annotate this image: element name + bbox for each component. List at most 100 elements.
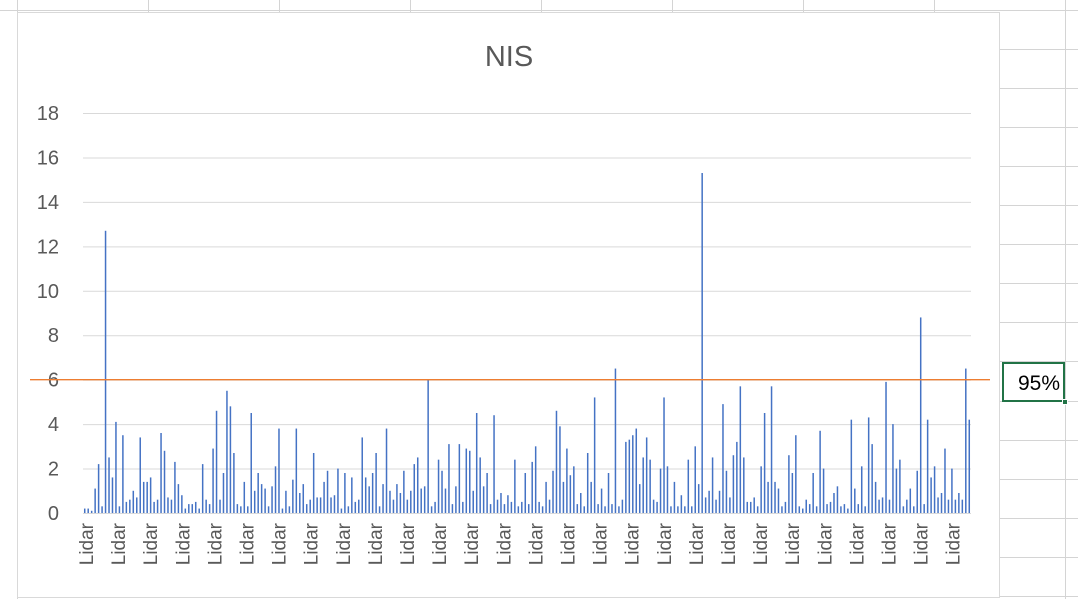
bar xyxy=(500,493,502,513)
x-tick-label: Lidar xyxy=(944,522,965,565)
bar xyxy=(944,448,946,513)
bar xyxy=(104,230,107,513)
bar xyxy=(732,455,735,513)
x-tick-label: Lidar xyxy=(526,522,547,565)
bar xyxy=(451,504,454,513)
bar xyxy=(652,499,655,513)
bar xyxy=(403,470,405,513)
bar xyxy=(489,504,492,513)
x-tick-label: Lidar xyxy=(270,522,291,565)
bar xyxy=(822,468,825,513)
bar xyxy=(753,497,755,513)
bar xyxy=(802,508,804,513)
bar xyxy=(274,466,277,513)
bar xyxy=(493,415,495,513)
bar xyxy=(826,504,828,513)
bar xyxy=(763,413,766,513)
bar xyxy=(951,468,953,513)
bar xyxy=(642,457,644,513)
bar xyxy=(434,501,436,513)
x-tick-label: Lidar xyxy=(494,522,515,565)
bar xyxy=(736,441,738,513)
bar xyxy=(437,459,440,513)
x-tick-label: Lidar xyxy=(687,522,708,565)
bar xyxy=(319,497,322,513)
bar xyxy=(760,466,762,513)
bar xyxy=(916,470,918,513)
bar xyxy=(347,506,350,513)
bar xyxy=(316,497,318,513)
bar xyxy=(968,419,971,513)
x-tick-label: Lidar xyxy=(109,522,130,565)
bar xyxy=(486,473,488,513)
y-tick-label: 18 xyxy=(37,103,59,125)
bar xyxy=(892,424,894,513)
bar xyxy=(125,501,128,513)
bar xyxy=(569,475,572,513)
bar xyxy=(940,493,943,513)
y-tick-label: 4 xyxy=(48,414,59,436)
bar xyxy=(465,448,468,513)
bar xyxy=(208,504,211,513)
bar xyxy=(101,506,103,513)
bar xyxy=(656,501,658,513)
bar xyxy=(118,506,121,513)
x-tick-label: Lidar xyxy=(238,522,259,565)
bar xyxy=(129,499,131,513)
bar xyxy=(885,381,887,513)
chart-title: NIS xyxy=(485,41,533,73)
bar xyxy=(718,490,721,513)
bar xyxy=(441,470,443,513)
bar xyxy=(517,506,520,513)
bar xyxy=(136,497,138,513)
x-tick-label: Lidar xyxy=(173,522,194,565)
bar xyxy=(638,484,641,513)
bar xyxy=(694,446,696,513)
bar xyxy=(583,506,585,513)
bar xyxy=(649,459,651,513)
bar xyxy=(191,504,194,513)
bar xyxy=(475,413,478,513)
bar xyxy=(115,421,117,513)
selected-cell[interactable]: 95% xyxy=(1002,362,1065,402)
bar xyxy=(902,506,905,513)
bar xyxy=(111,477,114,513)
bar xyxy=(919,317,922,513)
bar xyxy=(860,466,863,513)
bar xyxy=(215,410,218,513)
bar xyxy=(711,457,714,513)
bar xyxy=(531,461,533,513)
bar xyxy=(444,488,447,513)
bar xyxy=(562,481,565,513)
bar xyxy=(226,390,228,513)
bar xyxy=(628,439,631,513)
bar xyxy=(503,504,506,513)
bars xyxy=(83,173,971,514)
x-tick-label: Lidar xyxy=(559,522,580,565)
bar xyxy=(455,486,457,513)
bar xyxy=(937,497,939,513)
bar xyxy=(260,484,263,513)
x-tick-label: Lidar xyxy=(430,522,451,565)
bar xyxy=(281,508,284,513)
bar xyxy=(375,453,377,513)
bar xyxy=(857,504,860,513)
bar xyxy=(108,457,110,513)
bar xyxy=(243,481,246,513)
x-tick-label: Lidar xyxy=(462,522,483,565)
fill-handle[interactable] xyxy=(1062,399,1068,405)
bar xyxy=(285,490,287,513)
bar xyxy=(472,490,474,513)
bar xyxy=(729,497,731,513)
bar xyxy=(271,486,273,513)
bar xyxy=(926,419,929,513)
bar xyxy=(965,368,967,513)
bar xyxy=(580,493,582,513)
x-tick-label: Lidar xyxy=(205,522,226,565)
bar xyxy=(749,501,752,513)
bar xyxy=(153,501,155,513)
bar xyxy=(670,506,672,513)
bar xyxy=(326,470,329,513)
